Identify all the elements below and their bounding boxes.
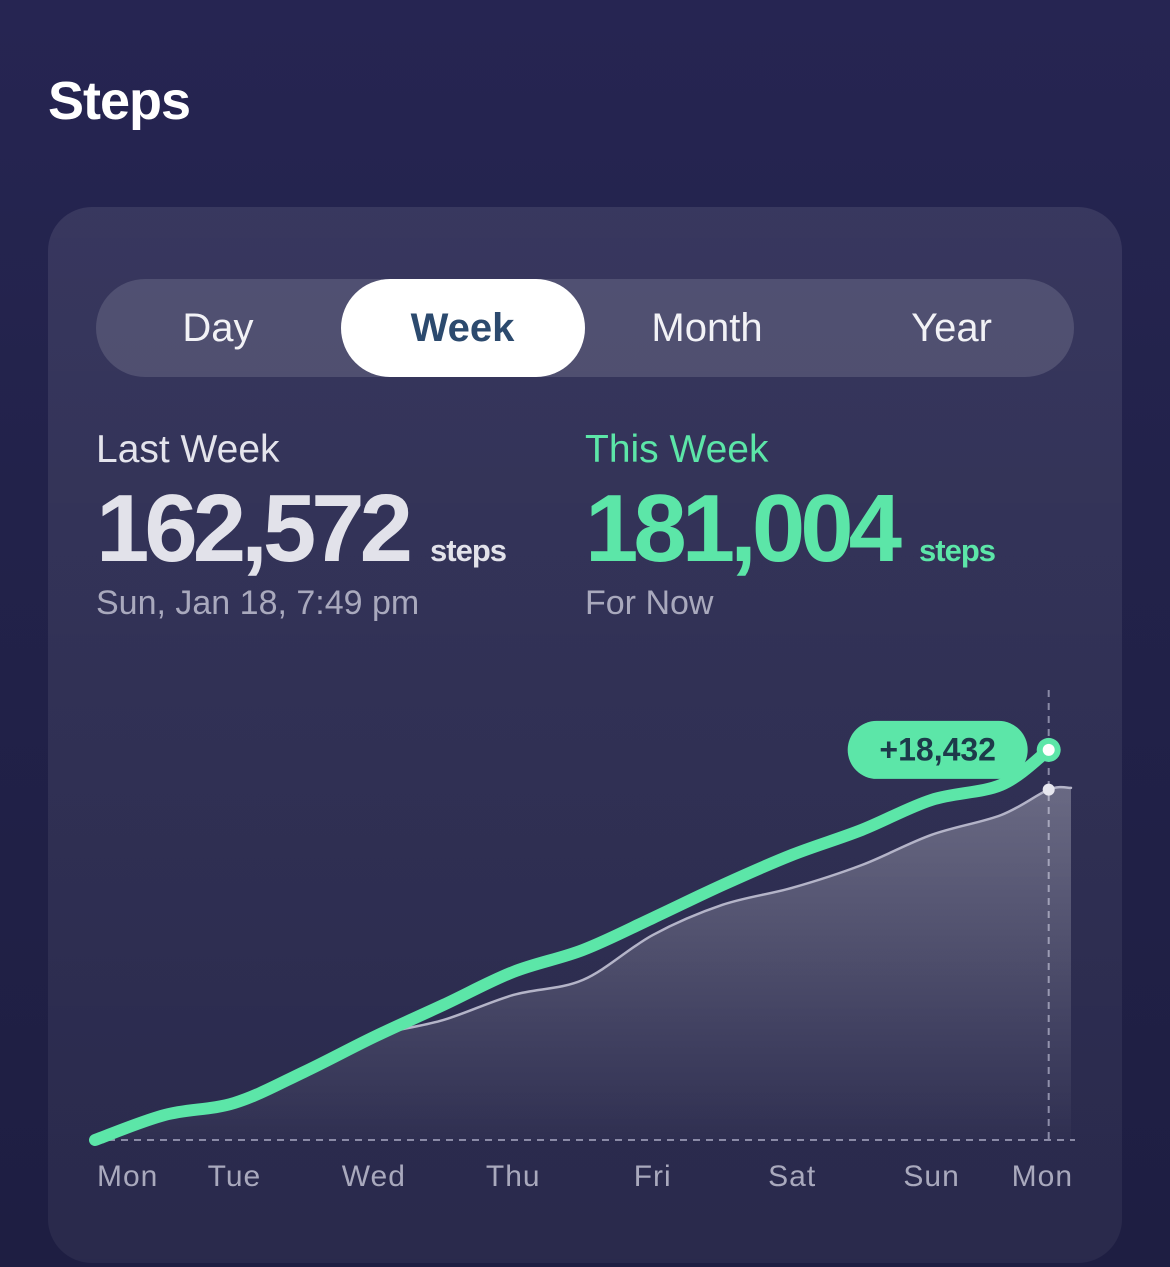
page-title: Steps (48, 71, 191, 131)
annotation-pill (847, 720, 1028, 779)
stat-label: Last Week (96, 428, 280, 471)
x-tick-label: Sun (903, 1160, 959, 1193)
stat-note: Sun, Jan 18, 7:49 pm (96, 584, 420, 622)
last-week-stat: Last Week 162,572 steps Sun, Jan 18, 7:4… (96, 428, 507, 623)
line (89, 743, 1055, 1146)
x-tick-label: Mon (1012, 1160, 1073, 1193)
x-tick-label: Thu (486, 1160, 541, 1193)
x-tick-label: Tue (208, 1160, 262, 1193)
x-tick-label: Sat (768, 1160, 816, 1193)
x-tick-label: Fri (634, 1160, 672, 1193)
stat-note: For Now (585, 584, 714, 622)
annotation: +18,432 (879, 731, 996, 767)
tab[interactable]: Day (182, 306, 254, 350)
tab[interactable]: Month (651, 306, 763, 350)
tab-bar: Day Week Month Year (96, 279, 1074, 377)
this-week-stat: This Week 181,004 steps For Now (585, 428, 996, 623)
tab[interactable]: Week (340, 279, 585, 377)
area (95, 787, 1071, 1140)
stat-row: 181,004 steps (585, 475, 996, 582)
stat-value: 181,004 (585, 475, 902, 582)
stat-unit: steps (430, 533, 507, 568)
x-tick-label: Mon (97, 1160, 158, 1193)
point (1042, 783, 1055, 796)
x-tick-label: Wed (342, 1160, 406, 1193)
stat-row: 162,572 steps (96, 475, 507, 582)
tab[interactable]: Year (911, 306, 992, 350)
stat-value: 162,572 (96, 475, 413, 582)
stat-unit: steps (919, 533, 996, 568)
point-center (1042, 743, 1055, 756)
stat-label: This Week (585, 428, 769, 471)
